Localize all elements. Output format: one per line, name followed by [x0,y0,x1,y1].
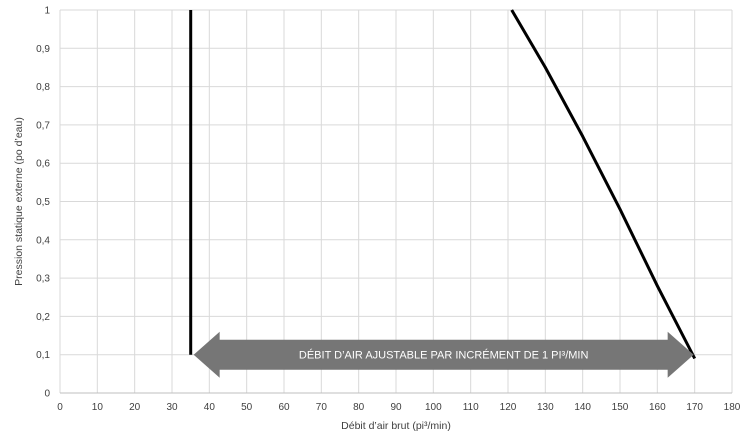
y-axis-title: Pression statique externe (po d’eau) [13,117,25,286]
y-tick-label: 0 [44,389,50,400]
x-tick-label: 120 [500,402,517,413]
x-tick-label: 170 [686,402,703,413]
y-tick-label: 0,9 [36,44,50,55]
x-tick-label: 110 [463,402,479,413]
x-tick-label: 40 [204,402,216,413]
x-tick-label: 140 [574,402,591,413]
series-line-2 [510,9,697,360]
x-tick-labels: 0 10 20 30 40 50 60 70 80 90 100 110 120 130 140 150 160… [57,402,741,413]
y-tick-label: 1 [44,6,50,17]
x-tick-label: 90 [390,402,402,413]
y-tick-label: 0,7 [36,120,50,131]
arrow-label: DÉBIT D’AIR AJUSTABLE PAR INCRÉMENT DE 1… [299,349,589,362]
y-tick-label: 0,1 [36,350,50,361]
y-tick-labels: 0 0,1 0,2 0,3 0,4 0,5 0,6 0,7 0,8 0,9 1 [36,6,50,400]
x-tick-label: 130 [537,402,554,413]
y-tick-label: 0,8 [36,82,50,93]
y-tick-label: 0,4 [36,235,50,246]
x-axis-title: Débit d’air brut (pi³/min) [341,420,451,432]
y-tick-label: 0,6 [36,159,50,170]
x-tick-label: 160 [649,402,666,413]
adjustable-range-annotation: DÉBIT D’AIR AJUSTABLE PAR INCRÉMENT DE 1… [193,331,694,378]
double-arrow-shape [193,331,694,378]
x-tick-label: 80 [353,402,365,413]
x-tick-label: 100 [425,402,442,413]
x-tick-label: 20 [129,402,141,413]
grid [59,9,733,394]
x-tick-label: 70 [316,402,328,413]
x-tick-label: 0 [57,402,63,413]
series-lines [189,9,697,360]
x-tick-label: 180 [724,402,741,413]
y-tick-label: 0,2 [36,312,50,323]
x-tick-label: 50 [241,402,253,413]
x-tick-label: 30 [166,402,178,413]
x-tick-label: 60 [278,402,290,413]
x-tick-label: 10 [92,402,104,413]
y-tick-label: 0,5 [36,197,50,208]
x-tick-label: 150 [612,402,629,413]
y-tick-label: 0,3 [36,274,50,285]
